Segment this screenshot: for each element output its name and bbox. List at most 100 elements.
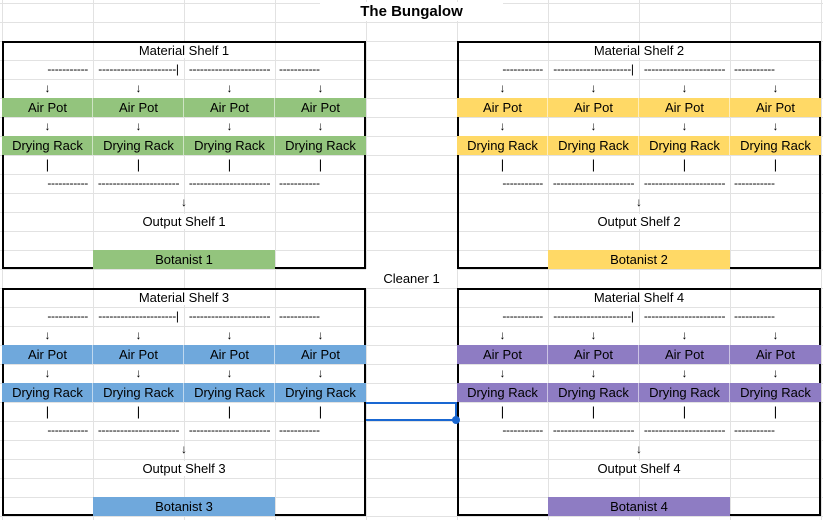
material-shelf-label[interactable]: Material Shelf 2 xyxy=(583,43,695,58)
drying-rack-row: Drying Rack Drying Rack Drying Rack Drying … xyxy=(2,136,366,155)
bar-connector-row: | | | | xyxy=(45,157,323,172)
air-pot-cell[interactable]: Air Pot xyxy=(184,345,275,364)
material-shelf-label[interactable]: Material Shelf 1 xyxy=(128,43,240,58)
down-arrow-icon: ↓ xyxy=(772,328,779,342)
drying-rack-cell[interactable]: Drying Rack xyxy=(730,136,821,155)
drying-rack-cell[interactable]: Drying Rack xyxy=(639,383,730,402)
down-arrow-icon: ↓ xyxy=(590,366,597,380)
down-arrow-icon: ↓ xyxy=(226,328,233,342)
down-arrow-icon: ↓ xyxy=(499,119,506,133)
drying-rack-cell[interactable]: Drying Rack xyxy=(275,383,366,402)
down-arrow-icon: ↓ xyxy=(681,81,688,95)
air-pot-cell[interactable]: Air Pot xyxy=(548,345,639,364)
down-arrow-icon: ↓ xyxy=(317,328,324,342)
down-arrow-icon: ↓ xyxy=(135,81,142,95)
drying-rack-cell[interactable]: Drying Rack xyxy=(2,136,93,155)
air-pot-cell[interactable]: Air Pot xyxy=(457,345,548,364)
air-pot-cell[interactable]: Air Pot xyxy=(548,98,639,117)
dash-connector-row: ----------- ---------------------- -------… xyxy=(47,176,320,190)
quadrant-2: Material Shelf 2 ----------- ------------… xyxy=(457,41,821,269)
down-arrow-icon: ↓ xyxy=(226,81,233,95)
drying-rack-cell[interactable]: Drying Rack xyxy=(548,136,639,155)
arrow-row: ↓ ↓ ↓ ↓ xyxy=(457,326,821,345)
air-pot-row: Air Pot Air Pot Air Pot Air Pot xyxy=(457,345,821,364)
drying-rack-cell[interactable]: Drying Rack xyxy=(93,136,184,155)
down-arrow-icon: ↓ xyxy=(772,119,779,133)
output-shelf-label[interactable]: Output Shelf 2 xyxy=(587,214,691,229)
drying-rack-cell[interactable]: Drying Rack xyxy=(639,136,730,155)
arrow-row: ↓ ↓ ↓ ↓ xyxy=(457,364,821,383)
quadrant-1: Material Shelf 1 ----------- ------------… xyxy=(2,41,366,269)
arrow-row: ↓ ↓ ↓ ↓ xyxy=(457,79,821,98)
air-pot-row: Air Pot Air Pot Air Pot Air Pot xyxy=(2,98,366,117)
air-pot-cell[interactable]: Air Pot xyxy=(275,345,366,364)
air-pot-cell[interactable]: Air Pot xyxy=(730,98,821,117)
sheet-title: The Bungalow xyxy=(320,2,503,21)
arrow-row: ↓ ↓ ↓ ↓ xyxy=(2,364,366,383)
down-arrow-icon: ↓ xyxy=(226,119,233,133)
air-pot-row: Air Pot Air Pot Air Pot Air Pot xyxy=(2,345,366,364)
botanist-cell[interactable]: Botanist 2 xyxy=(548,250,730,269)
down-arrow-icon: ↓ xyxy=(181,195,187,209)
drying-rack-row: Drying Rack Drying Rack Drying Rack Drying … xyxy=(2,383,366,402)
output-shelf-label[interactable]: Output Shelf 3 xyxy=(132,461,236,476)
drying-rack-cell[interactable]: Drying Rack xyxy=(184,136,275,155)
air-pot-cell[interactable]: Air Pot xyxy=(2,345,93,364)
down-arrow-icon: ↓ xyxy=(135,328,142,342)
bar-connector-row: | | | | xyxy=(45,404,323,419)
down-arrow-icon: ↓ xyxy=(499,366,506,380)
drying-rack-cell[interactable]: Drying Rack xyxy=(548,383,639,402)
drying-rack-cell[interactable]: Drying Rack xyxy=(457,136,548,155)
down-arrow-icon: ↓ xyxy=(317,81,324,95)
down-arrow-icon: ↓ xyxy=(44,328,51,342)
output-shelf-label[interactable]: Output Shelf 4 xyxy=(587,461,691,476)
down-arrow-icon: ↓ xyxy=(135,119,142,133)
botanist-cell[interactable]: Botanist 1 xyxy=(93,250,275,269)
dash-connector-row: ----------- ---------------------- -------… xyxy=(47,423,320,437)
air-pot-cell[interactable]: Air Pot xyxy=(2,98,93,117)
arrow-row: ↓ ↓ ↓ ↓ xyxy=(457,117,821,136)
drying-rack-cell[interactable]: Drying Rack xyxy=(93,383,184,402)
botanist-cell[interactable]: Botanist 3 xyxy=(93,497,275,516)
botanist-cell[interactable]: Botanist 4 xyxy=(548,497,730,516)
down-arrow-icon: ↓ xyxy=(44,366,51,380)
air-pot-cell[interactable]: Air Pot xyxy=(457,98,548,117)
drying-rack-cell[interactable]: Drying Rack xyxy=(184,383,275,402)
bar-connector-row: | | | | xyxy=(500,157,778,172)
down-arrow-icon: ↓ xyxy=(636,195,642,209)
air-pot-cell[interactable]: Air Pot xyxy=(730,345,821,364)
air-pot-cell[interactable]: Air Pot xyxy=(639,98,730,117)
down-arrow-icon: ↓ xyxy=(590,81,597,95)
drying-rack-cell[interactable]: Drying Rack xyxy=(457,383,548,402)
dash-connector-row: ----------- ---------------------| -------… xyxy=(47,62,320,76)
air-pot-cell[interactable]: Air Pot xyxy=(93,98,184,117)
down-arrow-icon: ↓ xyxy=(590,328,597,342)
material-shelf-label[interactable]: Material Shelf 4 xyxy=(583,290,695,305)
output-shelf-label[interactable]: Output Shelf 1 xyxy=(132,214,236,229)
drying-rack-cell[interactable]: Drying Rack xyxy=(2,383,93,402)
down-arrow-icon: ↓ xyxy=(772,366,779,380)
air-pot-cell[interactable]: Air Pot xyxy=(93,345,184,364)
bar-connector-row: | | | | xyxy=(500,404,778,419)
dash-connector-row: ----------- ---------------------| -------… xyxy=(47,309,320,323)
cleaner-cell[interactable]: Cleaner 1 xyxy=(366,269,457,288)
dash-connector-row: ----------- ---------------------- -------… xyxy=(502,423,775,437)
dash-connector-row: ----------- ---------------------| -------… xyxy=(502,309,775,323)
down-arrow-icon: ↓ xyxy=(44,119,51,133)
air-pot-row: Air Pot Air Pot Air Pot Air Pot xyxy=(457,98,821,117)
down-arrow-icon: ↓ xyxy=(681,328,688,342)
selected-cell[interactable] xyxy=(366,402,460,424)
down-arrow-icon: ↓ xyxy=(226,366,233,380)
drying-rack-cell[interactable]: Drying Rack xyxy=(730,383,821,402)
air-pot-cell[interactable]: Air Pot xyxy=(184,98,275,117)
material-shelf-label[interactable]: Material Shelf 3 xyxy=(128,290,240,305)
down-arrow-icon: ↓ xyxy=(772,81,779,95)
drying-rack-cell[interactable]: Drying Rack xyxy=(275,136,366,155)
arrow-row: ↓ ↓ ↓ ↓ xyxy=(2,117,366,136)
air-pot-cell[interactable]: Air Pot xyxy=(639,345,730,364)
fill-handle[interactable] xyxy=(452,416,460,424)
down-arrow-icon: ↓ xyxy=(317,119,324,133)
air-pot-cell[interactable]: Air Pot xyxy=(275,98,366,117)
quadrant-4: Material Shelf 4 ----------- ------------… xyxy=(457,288,821,516)
